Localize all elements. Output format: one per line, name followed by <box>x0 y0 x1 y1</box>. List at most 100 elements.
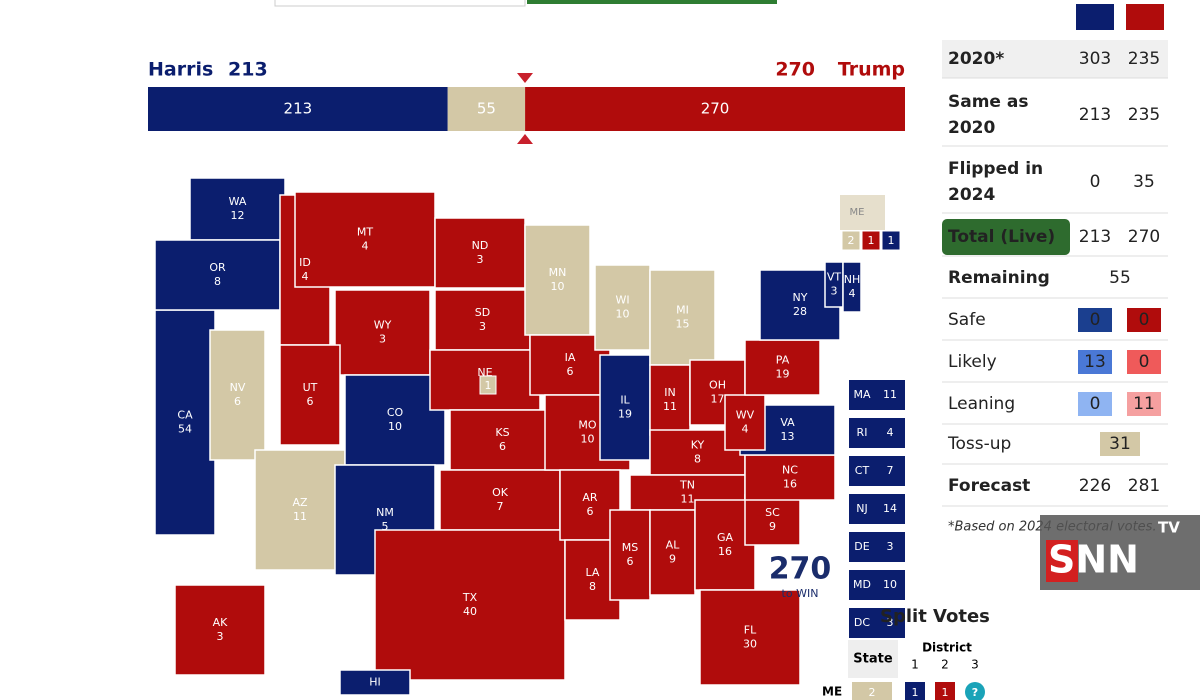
state-abbr: AZ <box>292 496 308 509</box>
wm-brand: SNN <box>1048 538 1139 582</box>
state-votes: 6 <box>499 440 506 453</box>
state-abbr: OR <box>209 261 226 274</box>
state[interactable] <box>594 264 651 351</box>
state-votes: 40 <box>463 605 477 618</box>
state-abbr: MI <box>676 304 689 317</box>
state-abbr: TX <box>462 591 478 604</box>
small-state[interactable] <box>849 608 905 638</box>
state[interactable] <box>699 589 801 686</box>
state-votes: 9 <box>769 520 776 533</box>
state-votes: 15 <box>676 318 690 331</box>
row-label: Toss-up <box>947 434 1011 454</box>
row-harris: 303 <box>1079 49 1111 69</box>
row-label: Forecast <box>948 476 1030 496</box>
state[interactable] <box>294 191 436 288</box>
bar-segment <box>447 87 526 131</box>
row-harris: 0 <box>1090 172 1101 192</box>
top-button[interactable] <box>527 0 777 4</box>
small-state-abbr: CT <box>855 464 870 477</box>
wm-s <box>1046 540 1078 582</box>
state[interactable] <box>279 344 341 446</box>
small-state-votes: 3 <box>887 540 894 553</box>
state[interactable] <box>744 454 836 501</box>
state-abbr: ID <box>299 256 311 269</box>
me-box-label: 1 <box>868 234 875 247</box>
state-abbr: VA <box>780 416 795 429</box>
state[interactable] <box>649 269 716 366</box>
state-abbr: CO <box>387 406 404 419</box>
small-state[interactable] <box>849 532 905 562</box>
row-trump: 0 <box>1139 310 1150 330</box>
state[interactable] <box>724 394 766 451</box>
split-d: 1 <box>942 686 949 699</box>
state-votes: 6 <box>567 365 574 378</box>
small-state[interactable] <box>849 380 905 410</box>
harris-votes: 213 <box>228 59 268 81</box>
row-label: 2020* <box>948 49 1004 69</box>
state-votes: 4 <box>742 423 749 436</box>
state[interactable] <box>449 409 556 471</box>
small-state[interactable] <box>849 418 905 448</box>
state[interactable] <box>842 261 862 313</box>
small-state[interactable] <box>849 456 905 486</box>
state[interactable] <box>374 529 566 681</box>
state[interactable] <box>599 354 651 461</box>
state-votes: 3 <box>479 320 486 333</box>
state[interactable] <box>744 494 801 546</box>
state-votes: 11 <box>663 400 677 413</box>
state[interactable] <box>334 289 431 376</box>
me-box <box>841 230 861 251</box>
state-votes: 3 <box>379 333 386 346</box>
state[interactable] <box>524 224 591 336</box>
state[interactable] <box>744 339 821 396</box>
state[interactable] <box>174 584 266 676</box>
state[interactable] <box>609 509 651 601</box>
small-state[interactable] <box>849 494 905 524</box>
state[interactable] <box>209 329 266 461</box>
state-abbr: NY <box>793 291 808 304</box>
state-abbr: NC <box>782 464 798 477</box>
small-state-abbr: RI <box>857 426 868 439</box>
split-district: 2 <box>941 658 949 672</box>
top-input[interactable] <box>274 0 526 7</box>
state[interactable] <box>254 449 346 571</box>
row-harris: 213 <box>1079 227 1111 247</box>
state-votes: 5 <box>382 520 389 533</box>
state[interactable] <box>154 239 281 311</box>
trump-name: Trump <box>838 59 905 81</box>
split-district: 1 <box>911 658 919 672</box>
state-abbr: WV <box>736 409 755 422</box>
state-abbr: FL <box>744 624 757 637</box>
row-trump: 35 <box>1133 172 1155 192</box>
state-votes: 3 <box>217 630 224 643</box>
state-votes: 30 <box>743 638 757 651</box>
value-box <box>1127 392 1161 416</box>
small-state-abbr: MD <box>853 578 871 591</box>
split-box <box>935 682 955 700</box>
state[interactable] <box>339 669 411 696</box>
row-total: 31 <box>1109 434 1131 454</box>
split-d3: ? <box>972 686 978 699</box>
state-abbr: MN <box>549 266 567 279</box>
row-harris: 0 <box>1090 310 1101 330</box>
ne-district <box>479 375 497 395</box>
state[interactable] <box>439 469 561 531</box>
state[interactable] <box>649 364 691 436</box>
state-votes: 3 <box>477 253 484 266</box>
state[interactable] <box>344 374 446 466</box>
row-label: Flipped in 2024 <box>948 159 1049 205</box>
trump-swatch <box>1126 4 1164 30</box>
state-votes: 6 <box>587 505 594 518</box>
state-abbr: NV <box>230 381 246 394</box>
small-state[interactable] <box>849 570 905 600</box>
state-abbr: AR <box>582 491 598 504</box>
state-votes: 10 <box>388 420 402 433</box>
logo-number: 270 <box>769 552 832 587</box>
value-box <box>1078 392 1112 416</box>
state-votes: 19 <box>776 368 790 381</box>
me-box-label: 2 <box>848 234 855 247</box>
state-abbr: PA <box>776 354 790 367</box>
state-votes: 54 <box>178 423 192 436</box>
state[interactable] <box>434 289 531 351</box>
state-votes: 11 <box>293 510 307 523</box>
